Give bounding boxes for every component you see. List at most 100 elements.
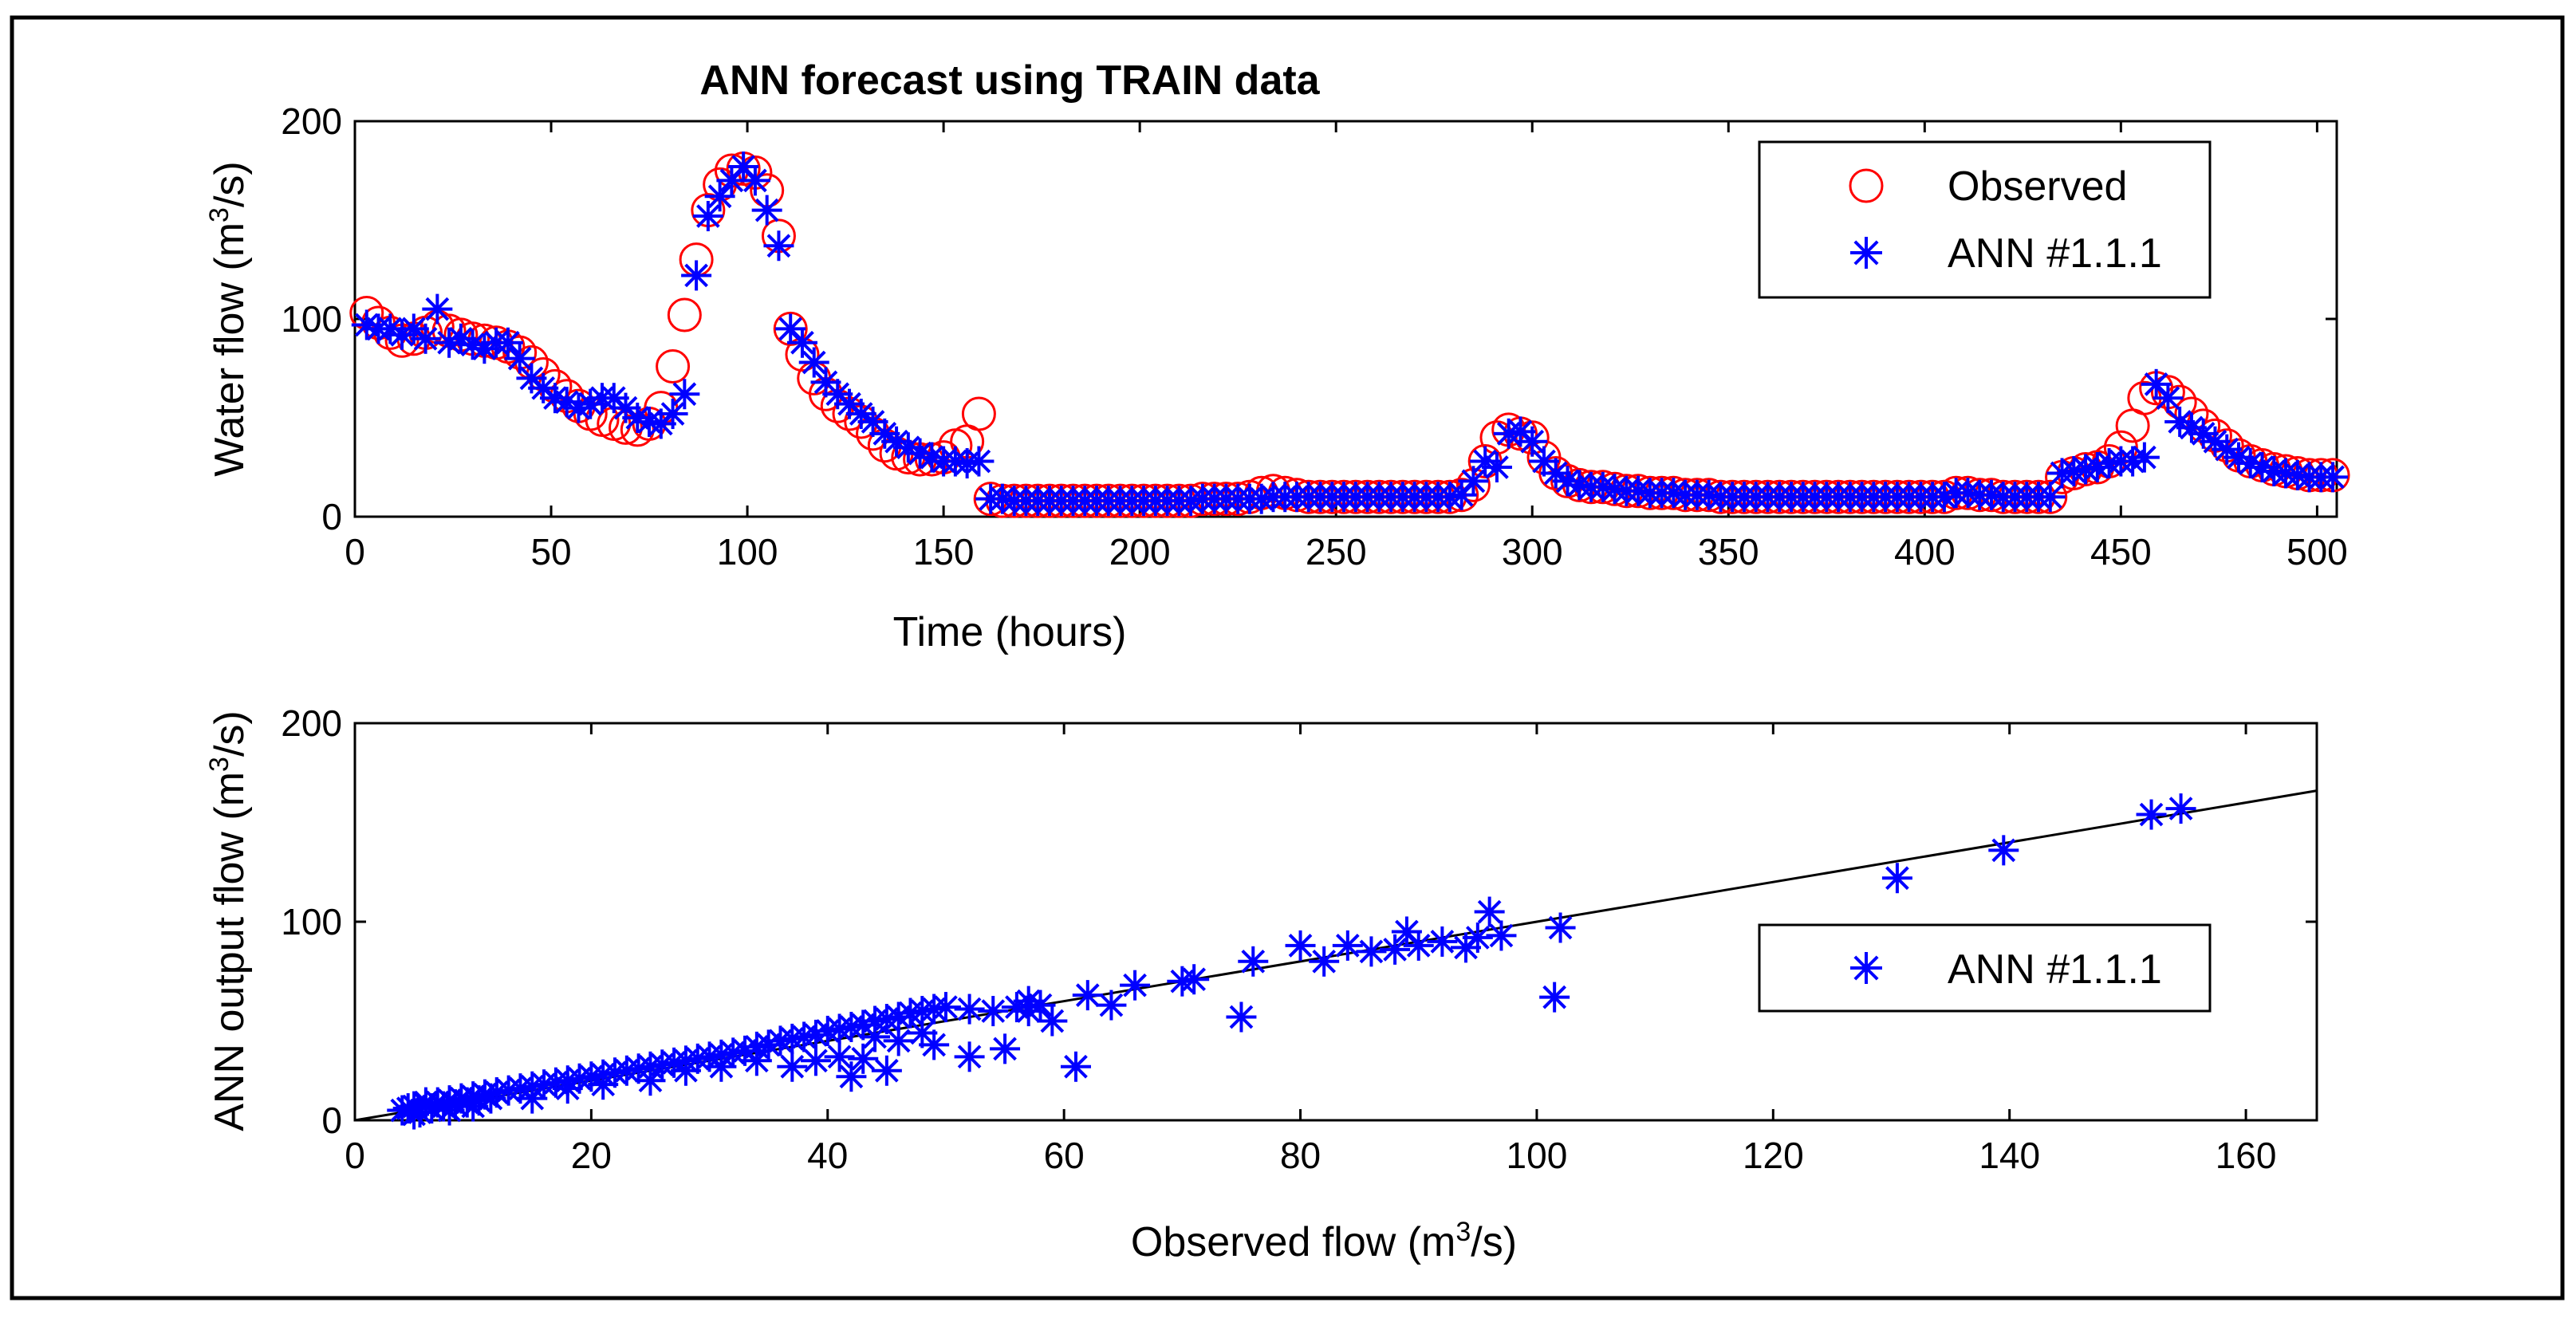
chart-title: ANN forecast using TRAIN data [699, 57, 1320, 104]
ann-point [2188, 418, 2219, 449]
bottom-x-axis-label-base: Observed flow (m [1131, 1219, 1455, 1265]
legend-ann-label: ANN #1.1.1 [1948, 230, 2162, 277]
ann-scatter-point [871, 1055, 902, 1086]
ann-scatter-point [706, 1051, 737, 1082]
ann-scatter-point [1462, 922, 1493, 953]
ann-scatter-point [552, 1073, 583, 1104]
bottom-y-axis-label-end: /s) [207, 710, 253, 757]
ann-point [704, 181, 735, 212]
ann-scatter-point [1120, 970, 1151, 1001]
top-x-tick-label: 350 [1698, 531, 1759, 572]
ann-scatter-point [919, 1029, 950, 1060]
ann-scatter-point [1988, 835, 2019, 866]
ann-scatter-point [1285, 930, 1316, 961]
ann-point [657, 399, 688, 430]
bottom-x-tick-label: 100 [1507, 1135, 1568, 1176]
ann-point [1458, 466, 1489, 497]
top-x-tick-label: 300 [1502, 531, 1563, 572]
ann-scatter-point [410, 1087, 441, 1118]
top-x-tick-label: 450 [2090, 531, 2152, 572]
top-legend: Observed ANN #1.1.1 [1758, 140, 2212, 299]
ann-point [410, 323, 441, 354]
ann-scatter-point [635, 1065, 666, 1096]
bottom-chart-plot: 0 20 40 60 80 100 120 140 160 0 100 200 [281, 702, 2318, 1176]
legend-observed-label: Observed [1948, 163, 2127, 210]
ann-scatter-point [1545, 912, 1576, 943]
bottom-legend: ANN #1.1.1 [1758, 923, 2212, 1013]
ann-scatter-point [1238, 946, 1269, 977]
ann-scatter-point [517, 1083, 548, 1114]
top-x-tick-label: 100 [717, 531, 778, 572]
ann-scatter-point [1096, 990, 1127, 1021]
ann-point [669, 379, 700, 410]
top-x-tick-label: 400 [1894, 531, 1956, 572]
ann-scatter-point [481, 1077, 512, 1108]
ann-point [739, 165, 770, 196]
bottom-x-tick-label: 140 [1979, 1135, 2040, 1176]
ann-scatter-point [1403, 930, 1434, 961]
ann-scatter-point [860, 1021, 891, 1052]
bottom-x-tick-label: 20 [571, 1135, 612, 1176]
top-x-tick-label: 200 [1109, 531, 1171, 572]
ann-scatter-point [836, 1061, 867, 1092]
bottom-y-tick-label: 200 [281, 702, 342, 744]
ann-point [2129, 442, 2160, 473]
ann-point [2200, 426, 2231, 457]
bottom-y-axis-label-base: ANN output flow (m [207, 772, 253, 1131]
bottom-legend-box [1758, 923, 2212, 1013]
ann-point [681, 260, 712, 291]
bottom-y-tick-label: 0 [321, 1100, 342, 1141]
observed-point [656, 349, 691, 384]
ann-point [2153, 383, 2184, 414]
top-y-axis-label-sup: 3 [204, 207, 234, 222]
ann-scatter-point [1427, 926, 1458, 957]
top-x-tick-label: 150 [913, 531, 975, 572]
ann-scatter-point [777, 1051, 808, 1082]
top-x-axis-label: Time (hours) [893, 609, 1127, 655]
bottom-x-axis-label-end: /s) [1471, 1219, 1517, 1265]
ann-scatter-point [753, 1029, 784, 1060]
ann-scatter-point [978, 996, 1009, 1027]
ann-scatter-point [1486, 920, 1517, 951]
legend-ann-marker [1850, 237, 1882, 269]
ann-scatter-point [954, 993, 985, 1025]
bottom-x-tick-label: 0 [345, 1135, 365, 1176]
ann-point [2034, 482, 2066, 513]
ann-scatter-point [1060, 1051, 1091, 1082]
bottom-x-tick-label: 80 [1280, 1135, 1321, 1176]
ann-scatter-point [1037, 1005, 1068, 1037]
ann-point [1470, 446, 1501, 477]
bottom-x-tick-label: 60 [1044, 1135, 1085, 1176]
legend-ann-label-bottom: ANN #1.1.1 [1948, 946, 2162, 993]
legend-observed-marker [1849, 168, 1884, 203]
legend-ann-star [1850, 237, 1882, 269]
bottom-x-axis-label-sup: 3 [1455, 1217, 1471, 1247]
top-y-tick-label: 100 [281, 298, 342, 340]
ann-scatter-point [741, 1045, 772, 1076]
ann-point [504, 343, 535, 374]
top-x-tick-label: 250 [1306, 531, 1367, 572]
observed-point [1538, 455, 1574, 490]
observed-point [961, 396, 996, 431]
ann-point [492, 327, 523, 358]
top-y-axis-label-base: Water flow (m [207, 222, 253, 477]
top-legend-box [1758, 140, 2212, 299]
ann-scatter-point [1881, 863, 1912, 894]
bottom-y-axis-label: ANN output flow (m3/s) [204, 710, 253, 1131]
ann-scatter-point [954, 1041, 985, 1072]
top-y-axis-label: Water flow (m3/s) [204, 161, 253, 476]
ann-scatter-point [1539, 982, 1570, 1013]
legend-ann-star-bottom [1850, 952, 1882, 984]
ann-scatter-point [434, 1095, 465, 1126]
ann-scatter-point [1356, 936, 1387, 967]
bottom-x-tick-label: 40 [807, 1135, 848, 1176]
ann-point [798, 347, 829, 378]
bottom-y-tick-label: 100 [281, 901, 342, 942]
ann-point [963, 446, 995, 477]
legend-ann-marker-bottom [1850, 952, 1882, 984]
ann-point [1517, 426, 1548, 457]
bottom-x-tick-label: 160 [2216, 1135, 2277, 1176]
ann-scatter-point [1072, 980, 1103, 1011]
